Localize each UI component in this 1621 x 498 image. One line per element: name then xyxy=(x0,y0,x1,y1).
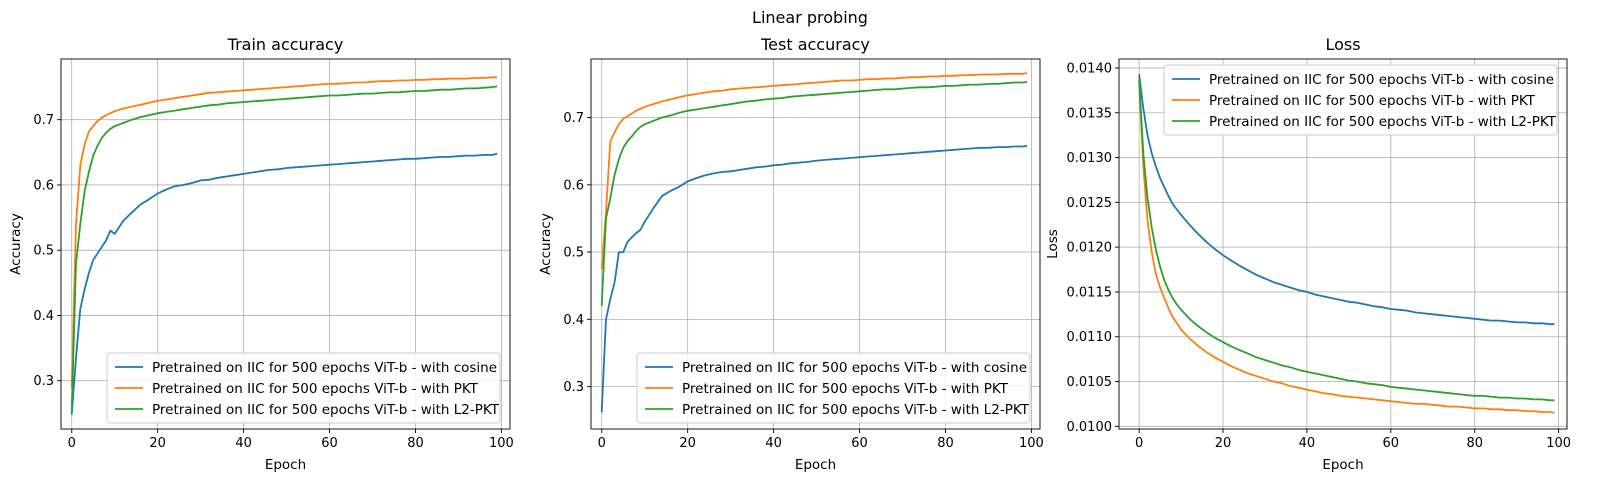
y-tick-label: 0.5 xyxy=(33,244,54,259)
chart-panel-3: 0 20 40 60 80 100 0.0100 0.0105 0.0110 0.0115 0.01… xyxy=(1045,35,1571,473)
legend-label: Pretrained on IIC for 500 epochs ViT-b -… xyxy=(152,360,497,376)
x-tick-label: 100 xyxy=(1019,436,1044,451)
x-tick-label: 80 xyxy=(407,436,424,451)
x-tick-label: 0 xyxy=(598,436,606,451)
y-axis-label: Accuracy xyxy=(538,213,554,275)
y-tick-label: 0.0115 xyxy=(1067,285,1113,300)
legend-label: Pretrained on IIC for 500 epochs ViT-b -… xyxy=(1209,72,1554,88)
x-tick-label: 60 xyxy=(321,436,338,451)
y-tick-label: 0.0140 xyxy=(1067,61,1113,76)
legend: Pretrained on IIC for 500 epochs ViT-b -… xyxy=(106,352,501,424)
figure-title: Linear probing xyxy=(752,8,868,27)
y-tick-label: 0.6 xyxy=(563,178,584,193)
y-tick-label: 0.4 xyxy=(563,313,584,328)
axes-frame xyxy=(1118,58,1568,430)
y-tick-label: 0.7 xyxy=(33,113,54,128)
y-axis-label: Accuracy xyxy=(8,213,24,275)
x-tick-label: 100 xyxy=(489,436,514,451)
x-tick-label: 40 xyxy=(235,436,252,451)
series-line-1 xyxy=(600,144,1028,413)
y-tick-label: 0.4 xyxy=(33,309,54,324)
panel-title: Loss xyxy=(1325,35,1360,54)
legend-box xyxy=(106,352,501,424)
legend-box xyxy=(636,352,1031,424)
series-line-1 xyxy=(70,152,498,415)
series-line-1 xyxy=(1138,74,1555,326)
y-tick-label: 0.3 xyxy=(563,380,584,395)
y-tick-label: 0.0110 xyxy=(1067,330,1113,345)
x-tick-label: 20 xyxy=(1215,436,1232,451)
y-tick-label: 0.7 xyxy=(563,111,584,126)
x-tick-label: 20 xyxy=(679,436,696,451)
x-tick-label: 60 xyxy=(851,436,868,451)
series-line-3 xyxy=(1138,78,1555,402)
y-tick-label: 0.0105 xyxy=(1067,375,1113,390)
x-axis-label: Epoch xyxy=(265,457,306,473)
legend-label: Pretrained on IIC for 500 epochs ViT-b -… xyxy=(1209,114,1557,130)
axes-frame xyxy=(590,58,1041,430)
x-axis-label: Epoch xyxy=(795,457,836,473)
series-line-3 xyxy=(70,85,498,414)
series-line-2 xyxy=(1138,81,1555,414)
legend-label: Pretrained on IIC for 500 epochs ViT-b -… xyxy=(682,360,1027,376)
x-tick-label: 80 xyxy=(937,436,954,451)
panel-title: Train accuracy xyxy=(227,35,344,54)
axes-frame xyxy=(60,58,511,430)
series-line-2 xyxy=(70,76,498,388)
legend-box xyxy=(1163,64,1558,136)
legend-label: Pretrained on IIC for 500 epochs ViT-b -… xyxy=(152,402,500,418)
series-line-2 xyxy=(600,72,1028,269)
y-tick-label: 0.6 xyxy=(33,178,54,193)
x-tick-label: 100 xyxy=(1546,436,1571,451)
x-tick-label: 0 xyxy=(68,436,76,451)
x-tick-label: 0 xyxy=(1135,436,1143,451)
y-tick-label: 0.0125 xyxy=(1067,196,1113,211)
x-tick-label: 40 xyxy=(765,436,782,451)
x-tick-label: 60 xyxy=(1383,436,1400,451)
legend-label: Pretrained on IIC for 500 epochs ViT-b -… xyxy=(152,381,479,397)
chart-panel-2: 0 20 40 60 80 100 0.3 0.4 0.5 0.6 0.7 Test accuracy… xyxy=(538,35,1044,473)
legend-label: Pretrained on IIC for 500 epochs ViT-b -… xyxy=(682,381,1009,397)
legend-label: Pretrained on IIC for 500 epochs ViT-b -… xyxy=(1209,93,1536,109)
y-tick-label: 0.0100 xyxy=(1067,420,1113,435)
y-tick-label: 0.0130 xyxy=(1067,151,1113,166)
y-tick-label: 0.3 xyxy=(33,374,54,389)
legend-label: Pretrained on IIC for 500 epochs ViT-b -… xyxy=(682,402,1030,418)
legend: Pretrained on IIC for 500 epochs ViT-b -… xyxy=(636,352,1031,424)
y-axis-label: Loss xyxy=(1045,229,1061,259)
series-line-3 xyxy=(600,81,1028,306)
panel-title: Test accuracy xyxy=(760,35,870,54)
chart-panel-1: 0 20 40 60 80 100 0.3 0.4 0.5 0.6 0.7 Train accurac… xyxy=(8,35,514,473)
y-tick-label: 0.0135 xyxy=(1067,106,1113,121)
x-tick-label: 80 xyxy=(1466,436,1483,451)
x-tick-label: 40 xyxy=(1299,436,1316,451)
y-tick-label: 0.0120 xyxy=(1067,241,1113,256)
legend: Pretrained on IIC for 500 epochs ViT-b -… xyxy=(1163,64,1558,136)
x-axis-label: Epoch xyxy=(1322,457,1363,473)
y-tick-label: 0.5 xyxy=(563,246,584,261)
x-tick-label: 20 xyxy=(149,436,166,451)
